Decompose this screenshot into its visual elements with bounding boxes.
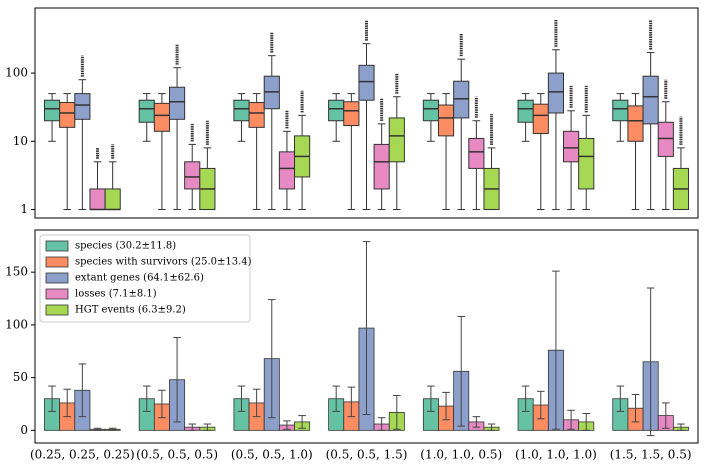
box	[532, 103, 549, 135]
x-tick-label: (1.0, 1.0, 1.0)	[515, 448, 597, 462]
box	[138, 99, 155, 123]
x-tick-label: (0.25, 0.25, 0.25)	[30, 448, 135, 462]
box	[248, 102, 265, 128]
legend-swatch	[45, 240, 69, 252]
box	[563, 130, 580, 163]
legend-label: HGT events (6.3±9.2)	[75, 305, 186, 316]
box	[547, 72, 565, 114]
box	[278, 151, 296, 190]
legend-frame	[39, 234, 251, 323]
legend-label: extant genes (64.1±62.6)	[75, 273, 204, 284]
box	[184, 161, 201, 190]
box	[612, 99, 629, 122]
legend-swatch	[45, 256, 69, 268]
box	[153, 102, 170, 132]
box	[373, 143, 390, 190]
box	[343, 101, 360, 127]
box	[437, 104, 455, 137]
legend: species (30.2±11.8) species with survivor…	[39, 234, 252, 323]
box	[627, 105, 644, 142]
y-tick-label: 10	[13, 134, 28, 148]
y-tick-label: 100	[5, 317, 28, 331]
legend-label: species with survivors (25.0±13.4)	[75, 257, 252, 268]
x-tick-label: (0.5, 0.5, 1.5)	[326, 448, 408, 462]
box	[168, 86, 186, 120]
y-tick-label: 100	[5, 66, 28, 80]
box	[388, 117, 405, 163]
box	[422, 99, 439, 122]
box	[642, 75, 659, 125]
box	[453, 80, 470, 119]
box	[59, 102, 76, 128]
y-tick-label: 50	[13, 370, 28, 384]
y-tick-label: 150	[5, 265, 28, 279]
box	[328, 99, 345, 122]
box	[517, 99, 534, 123]
box	[104, 188, 121, 210]
box	[233, 99, 250, 122]
x-tick-label: (1.5, 1.5, 0.5)	[610, 448, 692, 462]
legend-label: species (30.2±11.8)	[75, 241, 176, 252]
y-tick-label: 1	[20, 202, 28, 216]
x-tick-label: (0.5, 0.5, 0.5)	[136, 448, 218, 462]
box	[468, 137, 485, 169]
legend-swatch	[45, 288, 69, 300]
box	[89, 188, 106, 210]
box	[358, 64, 375, 101]
box	[74, 93, 91, 120]
legend-swatch	[45, 272, 69, 284]
legend-swatch	[45, 304, 69, 316]
x-tick-label: (1.0, 1.0, 0.5)	[420, 448, 502, 462]
box	[578, 137, 595, 190]
box	[657, 121, 674, 157]
y-tick-label: 0	[20, 423, 28, 437]
top-frame	[34, 7, 699, 219]
x-tick-label: (0.5, 0.5, 1.0)	[231, 448, 313, 462]
bottom-frame	[34, 229, 699, 444]
box	[43, 99, 61, 122]
legend-label: losses (7.1±8.1)	[75, 289, 157, 300]
